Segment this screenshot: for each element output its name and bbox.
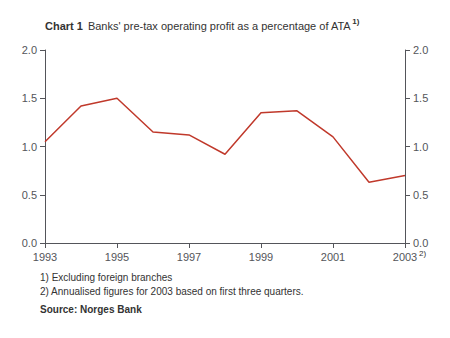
- svg-text:1995: 1995: [105, 251, 129, 263]
- svg-text:0.5: 0.5: [22, 189, 37, 201]
- svg-text:1999: 1999: [249, 251, 273, 263]
- svg-text:1): 1): [352, 17, 359, 26]
- svg-text:2.0: 2.0: [413, 44, 428, 56]
- svg-text:2): 2): [419, 249, 426, 258]
- svg-text:2) Annualised figures for 2003: 2) Annualised figures for 2003 based on …: [40, 286, 304, 297]
- svg-text:1.0: 1.0: [22, 141, 37, 153]
- svg-text:2.0: 2.0: [22, 44, 37, 56]
- svg-text:1.5: 1.5: [413, 92, 428, 104]
- svg-text:0.0: 0.0: [413, 237, 428, 249]
- svg-text:1997: 1997: [177, 251, 201, 263]
- svg-text:1993: 1993: [33, 251, 57, 263]
- svg-text:Chart 1: Chart 1: [45, 20, 83, 32]
- svg-text:Source: Norges Bank: Source: Norges Bank: [40, 304, 142, 315]
- svg-text:0.0: 0.0: [22, 237, 37, 249]
- svg-text:2001: 2001: [321, 251, 345, 263]
- svg-text:0.5: 0.5: [413, 189, 428, 201]
- svg-text:1.0: 1.0: [413, 141, 428, 153]
- svg-text:2003: 2003: [393, 251, 417, 263]
- svg-text:1.5: 1.5: [22, 92, 37, 104]
- svg-text:1) Excluding foreign branches: 1) Excluding foreign branches: [40, 272, 172, 283]
- svg-text:Banks' pre-tax operating profi: Banks' pre-tax operating profit as a per…: [88, 20, 351, 32]
